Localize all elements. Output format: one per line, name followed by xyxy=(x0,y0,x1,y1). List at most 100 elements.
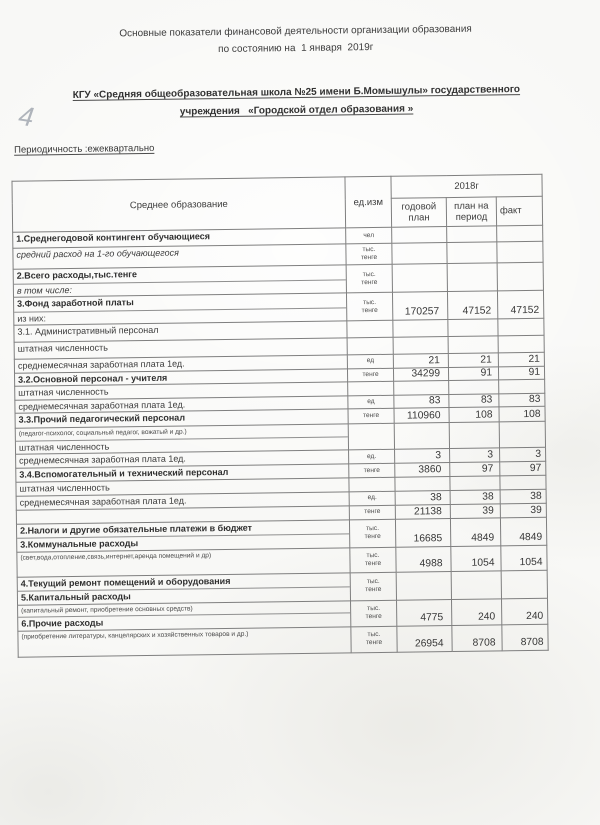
value-cell: 38 xyxy=(450,489,501,505)
row-label: средний расход на 1-го обучающегося xyxy=(16,247,179,260)
value-cell: 8708 xyxy=(451,624,503,652)
column-header-annual-plan: годовой план xyxy=(391,197,447,228)
value-cell: 4775 xyxy=(396,599,452,626)
value-cell xyxy=(393,380,449,395)
value-cell xyxy=(451,570,502,600)
value-cell xyxy=(391,226,447,244)
value-cell: 39 xyxy=(450,503,501,519)
value-cell xyxy=(498,335,545,353)
unit-cell: тенге xyxy=(349,504,396,520)
value-cell xyxy=(392,263,448,293)
column-header-fact: факт xyxy=(496,196,543,226)
value-cell xyxy=(499,421,546,448)
row-label: штатная численность xyxy=(17,342,109,354)
value-cell: 108 xyxy=(448,406,500,423)
value-cell xyxy=(446,225,497,243)
value-cell: 3860 xyxy=(394,462,450,478)
column-header-section: Среднее образование xyxy=(11,176,346,233)
value-cell xyxy=(448,335,499,354)
value-cell: 4988 xyxy=(395,546,452,572)
value-cell: 3 xyxy=(394,448,450,464)
value-cell xyxy=(501,569,548,599)
value-cell: 34299 xyxy=(393,367,449,382)
unit-cell: тыс. тенге xyxy=(346,292,393,321)
value-cell: 16685 xyxy=(395,518,451,547)
value-cell: 47152 xyxy=(497,290,544,319)
unit-cell: ед. xyxy=(349,490,396,506)
value-cell: 240 xyxy=(501,597,548,625)
unit-cell: тыс. тенге xyxy=(350,599,397,627)
column-header-year-group: 2018г xyxy=(390,174,543,199)
unit-cell: тыс. тенге xyxy=(350,625,398,653)
value-cell: 97 xyxy=(499,461,546,476)
value-cell: 3 xyxy=(499,447,546,462)
unit-cell: ед xyxy=(347,394,394,409)
value-cell xyxy=(496,241,544,263)
row-label-cell: 2.Налоги и другие обязательные платежи в… xyxy=(16,519,350,552)
value-cell xyxy=(498,379,545,394)
value-cell: 47152 xyxy=(447,290,498,320)
value-cell: 26954 xyxy=(396,625,453,652)
value-cell: 1054 xyxy=(500,544,548,571)
row-label-cell: 2.Всего расходы,тыс.тенге в том числе: xyxy=(13,264,347,298)
value-cell xyxy=(497,262,544,291)
value-cell xyxy=(394,476,451,491)
handwritten-mark: 4 xyxy=(16,100,36,133)
unit-cell: тыс. тенге xyxy=(350,571,397,601)
row-label: 3.1. Административный персонал xyxy=(17,324,159,337)
row-label-cell: (приобретение литературы, канцелярских и… xyxy=(17,626,352,657)
unit-cell xyxy=(348,477,396,492)
value-cell xyxy=(448,379,499,395)
value-cell xyxy=(449,421,500,449)
value-cell: 83 xyxy=(498,392,545,407)
value-cell xyxy=(396,571,452,600)
value-cell xyxy=(496,225,543,242)
row-label-cell: 4.Текущий ремонт помещений и оборудовани… xyxy=(17,572,351,605)
unit-cell: тыс. тенге xyxy=(346,264,393,293)
value-cell: 21 xyxy=(498,352,545,367)
unit-cell: тыс. тенге xyxy=(349,546,397,573)
unit-cell: ед. xyxy=(348,449,395,464)
row-label-cell: 3.Фонд заработной платы из них: xyxy=(13,292,347,326)
value-cell: 83 xyxy=(448,393,499,408)
periodicity-label: Периодичность :ежеквартально xyxy=(14,142,155,156)
unit-cell: тенге xyxy=(347,408,395,424)
unit-cell: ед xyxy=(347,354,394,369)
value-cell xyxy=(447,318,499,337)
value-cell xyxy=(497,318,545,336)
value-cell xyxy=(447,262,498,292)
value-cell: 38 xyxy=(395,490,451,505)
value-cell: 97 xyxy=(449,461,500,477)
unit-cell: тенге xyxy=(348,463,395,478)
document-title: Основные показатели финансовой деятельно… xyxy=(0,19,596,61)
value-cell: 91 xyxy=(448,366,499,381)
value-cell: 8708 xyxy=(501,623,549,651)
value-cell: 4849 xyxy=(500,516,547,546)
value-cell: 21 xyxy=(448,352,499,368)
value-cell: 3 xyxy=(449,447,500,463)
value-cell: 38 xyxy=(500,488,547,504)
unit-cell xyxy=(347,381,394,396)
unit-cell: тыс. тенге xyxy=(345,243,393,265)
unit-cell xyxy=(347,337,394,355)
unit-cell xyxy=(346,320,394,338)
column-header-period-plan: план на период xyxy=(446,196,497,227)
value-cell: 110960 xyxy=(393,407,450,424)
value-cell xyxy=(393,336,449,355)
finance-indicators-table: Среднее образование ед.изм 2018г годовой… xyxy=(11,173,549,658)
value-cell: 91 xyxy=(498,365,545,380)
value-cell xyxy=(499,475,547,490)
row-label: (приобретение литературы, канцелярских и… xyxy=(21,630,249,641)
value-cell: 1054 xyxy=(450,545,502,572)
unit-cell: тенге xyxy=(347,367,394,382)
value-cell: 21 xyxy=(393,353,449,368)
value-cell: 39 xyxy=(500,502,547,518)
value-cell xyxy=(446,241,498,264)
column-header-unit: ед.изм xyxy=(344,176,392,228)
value-cell: 21138 xyxy=(395,504,451,519)
unit-cell: чел xyxy=(345,227,392,244)
value-cell: 108 xyxy=(498,406,546,422)
value-cell: 83 xyxy=(393,394,449,409)
value-cell: 240 xyxy=(451,598,502,626)
